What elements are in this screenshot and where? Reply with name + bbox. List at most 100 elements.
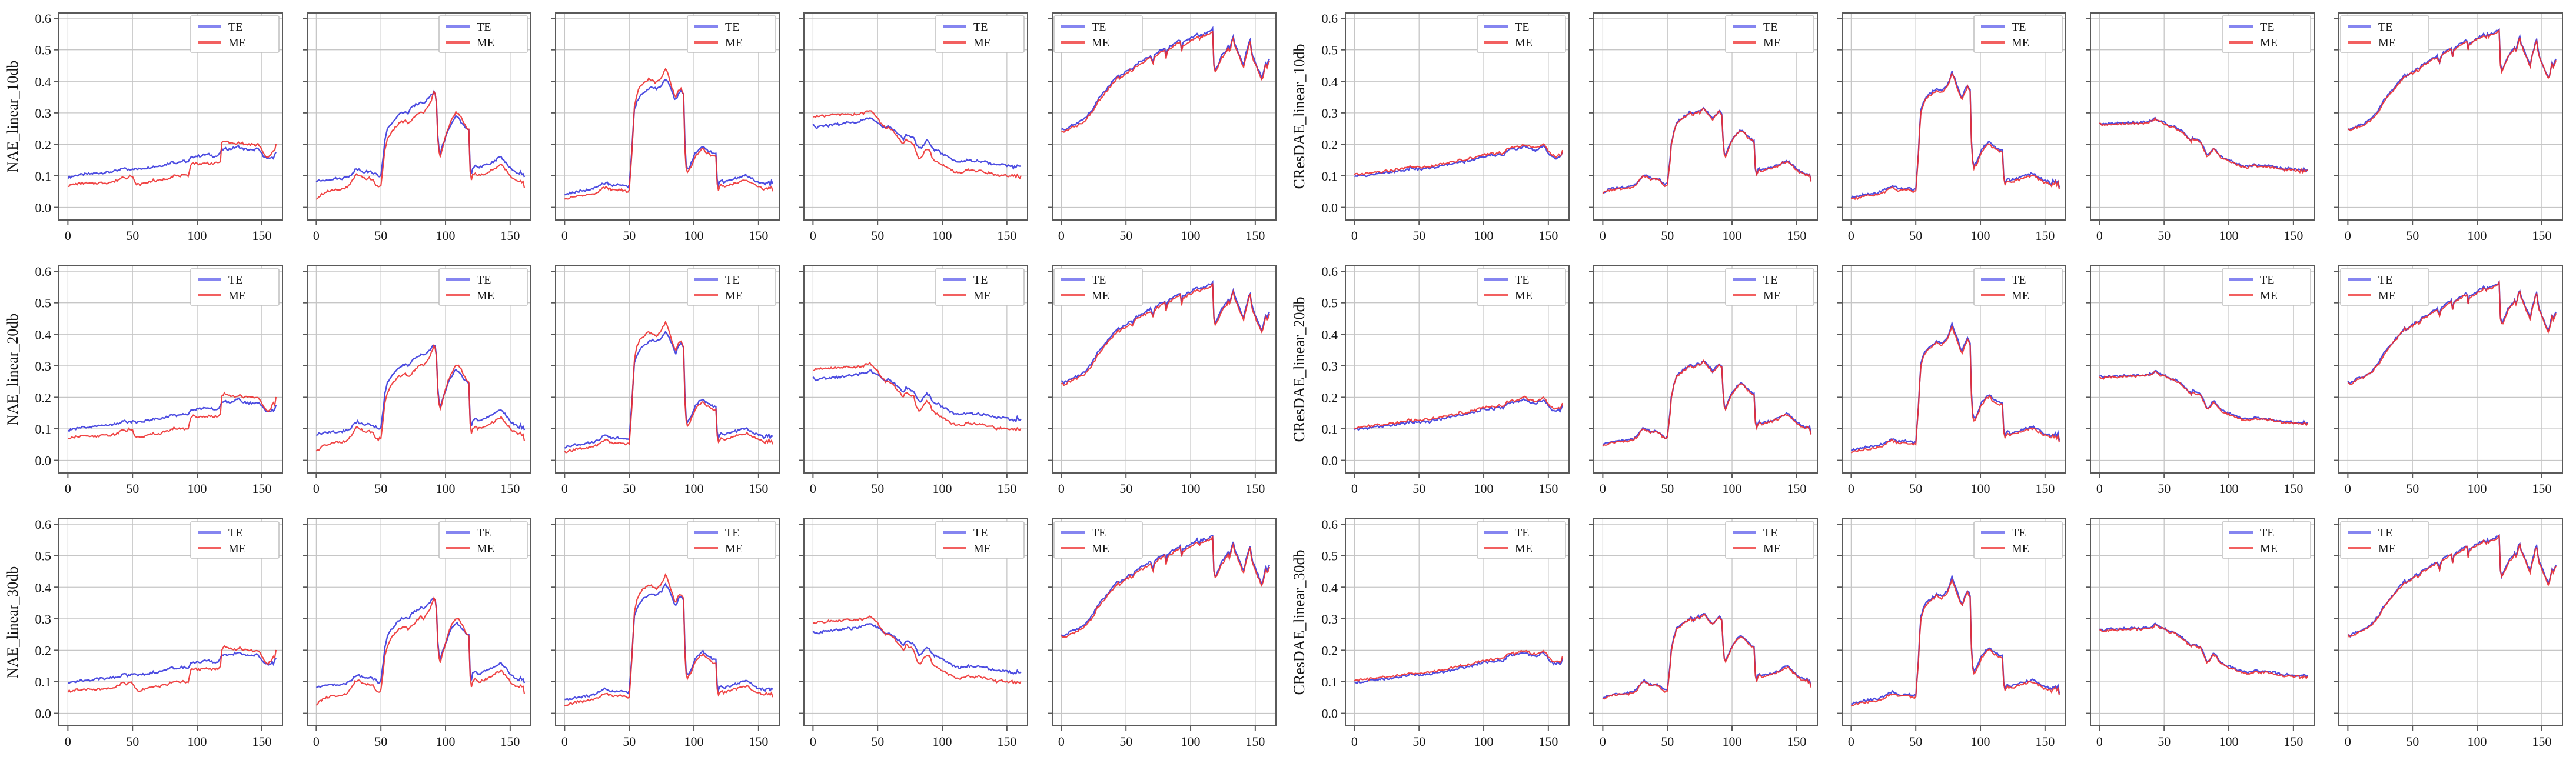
y-axis-label: NAE_linear_30db (4, 566, 21, 679)
legend-me-label: ME (2260, 542, 2278, 555)
x-tick-label: 0 (1600, 734, 1606, 749)
legend-te-label: TE (477, 21, 491, 34)
legend: TE ME (1477, 521, 1566, 559)
me-line (813, 110, 1022, 180)
subplot-g0-r2-c2: 0 50 100 150 TE ME (551, 518, 780, 749)
legend: TE ME (2222, 15, 2311, 53)
y-tick-label: 0.4 (1322, 580, 1338, 595)
x-tick-label: 150 (1538, 481, 1558, 496)
subplot-g1-r2-c1: 0 50 100 150 TE ME (1589, 518, 1818, 749)
legend: TE ME (438, 268, 528, 306)
y-tick-label: 0.1 (1322, 675, 1338, 689)
x-tick-label: 50 (871, 481, 884, 496)
x-tick-label: 100 (1723, 734, 1742, 749)
te-line (1602, 612, 1812, 699)
x-tick-label: 150 (1787, 228, 1806, 243)
subplot-g1-r1-c4: 0 50 100 150 TE ME (2334, 265, 2563, 496)
me-line (67, 645, 277, 693)
x-tick-label: 50 (2158, 228, 2171, 243)
te-line (564, 582, 773, 701)
te-line (315, 598, 526, 689)
x-tick-label: 100 (1474, 734, 1494, 749)
legend-me-label: ME (1515, 36, 1533, 49)
me-line (2347, 279, 2557, 385)
legend-me-label: ME (2012, 289, 2029, 302)
x-tick-label: 0 (2096, 734, 2103, 749)
te-line (315, 89, 526, 183)
te-line (564, 331, 773, 449)
y-tick-label: 0.0 (1322, 201, 1338, 215)
x-tick-label: 50 (374, 734, 387, 749)
x-tick-label: 100 (2468, 481, 2487, 496)
x-tick-label: 150 (749, 481, 768, 496)
legend-me-label: ME (1763, 36, 1781, 49)
legend: TE ME (190, 521, 280, 559)
x-tick-label: 150 (1787, 734, 1806, 749)
legend-te-label: TE (1763, 526, 1777, 539)
subplot-g0-r1-c2: 0 50 100 150 TE ME (551, 265, 780, 496)
x-tick-label: 0 (1848, 228, 1854, 243)
legend-te-label: TE (1092, 274, 1106, 286)
me-line (1354, 395, 1564, 429)
group-cresdae-linear: 0 50 100 150 0.0 0.1 0.2 0.3 0.4 0.5 0.6 CResDAE_li… (1289, 7, 2567, 753)
legend: TE ME (2340, 268, 2429, 306)
legend-me-label: ME (725, 289, 743, 302)
subplot-g1-r2-c4: 0 50 100 150 TE ME (2334, 518, 2563, 749)
x-tick-label: 0 (1351, 481, 1358, 496)
y-tick-label: 0.3 (1322, 359, 1338, 374)
me-line (1602, 108, 1812, 194)
me-line (315, 90, 526, 200)
y-tick-label: 0.4 (35, 327, 52, 342)
x-tick-label: 50 (871, 228, 884, 243)
y-tick-label: 0.0 (35, 706, 52, 721)
legend: TE ME (438, 521, 528, 559)
x-tick-label: 100 (436, 734, 456, 749)
y-tick-label: 0.5 (35, 549, 52, 564)
x-tick-label: 0 (65, 228, 71, 243)
x-tick-label: 150 (997, 734, 1016, 749)
y-axis-label: NAE_linear_10db (4, 61, 21, 173)
me-line (2347, 29, 2557, 132)
me-line (1602, 614, 1812, 700)
me-line (564, 320, 774, 454)
x-tick-label: 0 (2345, 481, 2351, 496)
x-tick-label: 0 (1848, 734, 1854, 749)
legend: TE ME (1973, 521, 2063, 559)
te-line (315, 345, 526, 436)
x-tick-label: 100 (188, 481, 207, 496)
subplot-g1-r1-c1: 0 50 100 150 TE ME (1589, 265, 1818, 496)
subplot-g0-r1-c0: 0 50 100 150 0.0 0.1 0.2 0.3 0.4 0.5 0.6 NAE_linear… (4, 264, 283, 496)
chart-row: 0 50 100 150 0.0 0.1 0.2 0.3 0.4 0.5 0.6 CResDAE_li… (1289, 7, 2567, 247)
subplot-g1-r1-c2: 0 50 100 150 TE ME (1837, 265, 2066, 496)
legend-te-label: TE (973, 21, 988, 34)
x-tick-label: 150 (2284, 481, 2303, 496)
y-tick-label: 0.4 (35, 74, 52, 89)
x-tick-label: 100 (684, 734, 704, 749)
x-tick-label: 0 (2345, 228, 2351, 243)
te-line (1850, 71, 2060, 199)
me-line (1061, 536, 1271, 639)
y-tick-label: 0.3 (35, 106, 52, 121)
x-tick-label: 50 (1909, 481, 1922, 496)
y-tick-label: 0.6 (1322, 264, 1338, 279)
x-tick-label: 100 (1474, 228, 1494, 243)
legend-te-label: TE (228, 21, 242, 34)
me-line (813, 615, 1022, 685)
legend: TE ME (2340, 15, 2429, 53)
legend-me-label: ME (1515, 542, 1533, 555)
x-tick-label: 50 (2406, 228, 2419, 243)
me-line (2099, 623, 2308, 680)
x-tick-label: 50 (374, 481, 387, 496)
y-tick-label: 0.2 (35, 643, 52, 658)
subplot-g1-r0-c4: 0 50 100 150 TE ME (2334, 12, 2563, 243)
legend-te-label: TE (2378, 274, 2392, 286)
me-line (1602, 359, 1812, 447)
me-line (1354, 649, 1564, 682)
x-tick-label: 50 (1119, 481, 1132, 496)
y-tick-label: 0.2 (35, 137, 52, 152)
legend: TE ME (687, 521, 776, 559)
x-tick-label: 150 (2035, 734, 2055, 749)
legend-me-label: ME (973, 36, 991, 49)
legend-me-label: ME (228, 289, 246, 302)
legend-te-label: TE (228, 526, 242, 539)
